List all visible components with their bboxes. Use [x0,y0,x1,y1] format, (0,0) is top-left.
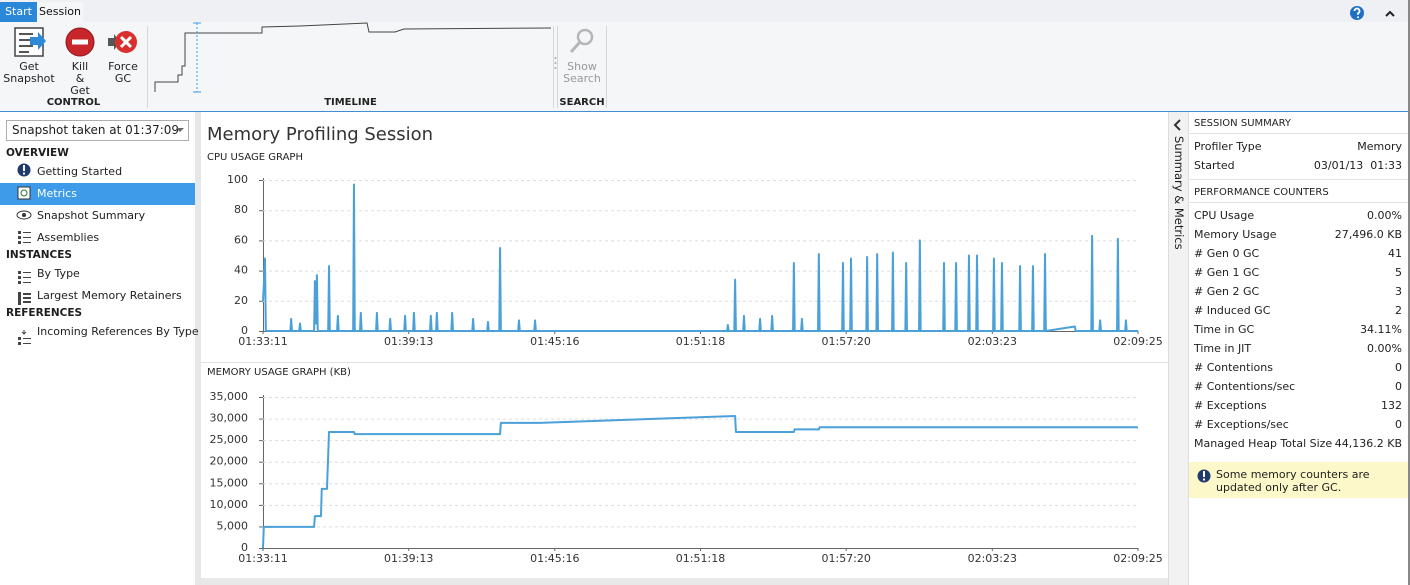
metric-value: 44,136.2 KB [1334,437,1402,450]
collapse-label[interactable]: Summary & Metrics [1172,136,1186,250]
ribbon-button[interactable]: Kill & Get [70,60,90,97]
metric-label: # Exceptions [1194,399,1267,412]
metric-label: # Contentions/sec [1194,380,1296,393]
ribbon-button[interactable]: Show Search [563,60,601,85]
metric-value: 3 [1395,285,1402,298]
nav-item[interactable]: By Type [37,267,80,280]
page-title: Memory Profiling Session [207,124,434,145]
metric-label: Profiler Type [1194,140,1262,153]
ribbon-button[interactable]: Force GC [108,60,138,85]
section-rule [1188,133,1408,134]
metric-label: Started [1194,159,1235,172]
note-text: Some memory counters are updated only af… [1216,468,1370,494]
metric-value: 0 [1395,418,1402,431]
nav-item[interactable]: Metrics [37,187,77,200]
metric-value: 34.11% [1360,323,1402,336]
right-panel [1188,112,1409,585]
metric-label: # Gen 1 GC [1194,266,1260,279]
ribbon-button[interactable]: Get Snapshot [3,60,55,85]
metric-label: # Induced GC [1194,304,1271,317]
metric-value: 41 [1388,247,1402,260]
ribbon-group-label: SEARCH [559,97,605,108]
nav-item[interactable]: Incoming References By Type [37,325,199,338]
nav-section-title: OVERVIEW [6,147,69,159]
section-rule [1188,202,1408,203]
collapse-strip [1168,112,1189,585]
nav-selection [0,183,195,205]
tab-session[interactable]: Session [37,2,83,22]
section-rule [1188,179,1408,180]
nav-item[interactable]: Largest Memory Retainers [37,289,182,302]
metric-value: 03/01/13 01:33 [1313,159,1402,172]
chart-separator [201,362,1168,363]
tab-start[interactable]: Start [0,2,37,22]
metric-value: 5 [1395,266,1402,279]
metric-label: Memory Usage [1194,228,1277,241]
metric-label: # Contentions [1194,361,1273,374]
ribbon-group-label: TIMELINE [324,97,377,108]
metric-label: CPU Usage [1194,209,1255,222]
nav-item[interactable]: Snapshot Summary [37,209,146,222]
metric-label: Time in JIT [1194,342,1252,355]
nav-item[interactable]: Assemblies [37,231,100,244]
snapshot-dropdown[interactable]: Snapshot taken at 01:37:09 [6,120,189,141]
tab-bar [0,0,1410,22]
metric-value: 132 [1381,399,1402,412]
metric-label: Managed Heap Total Size [1194,437,1333,450]
window-edge [1408,0,1410,585]
metric-value: 0.00% [1367,342,1402,355]
metric-label: # Gen 2 GC [1194,285,1260,298]
metric-value: 0 [1395,361,1402,374]
nav-item[interactable]: Getting Started [37,165,123,178]
section-title: SESSION SUMMARY [1194,118,1292,129]
metric-value: 0 [1395,380,1402,393]
metric-value: Memory [1357,140,1402,153]
ribbon-group-label: CONTROL [46,97,101,108]
metric-label: # Gen 0 GC [1194,247,1260,260]
metric-label: Time in GC [1194,323,1255,336]
nav-section-title: INSTANCES [6,249,72,261]
metric-label: # Exceptions/sec [1194,418,1289,431]
metric-value: 2 [1395,304,1402,317]
metric-value: 27,496.0 KB [1334,228,1402,241]
section-title: PERFORMANCE COUNTERS [1194,187,1329,198]
nav-section-title: REFERENCES [6,307,83,319]
metric-value: 0.00% [1367,209,1402,222]
main-panel [201,112,1168,578]
splitter [195,112,201,585]
bottom-scrollbar [201,578,1168,585]
note-box [1189,462,1408,498]
